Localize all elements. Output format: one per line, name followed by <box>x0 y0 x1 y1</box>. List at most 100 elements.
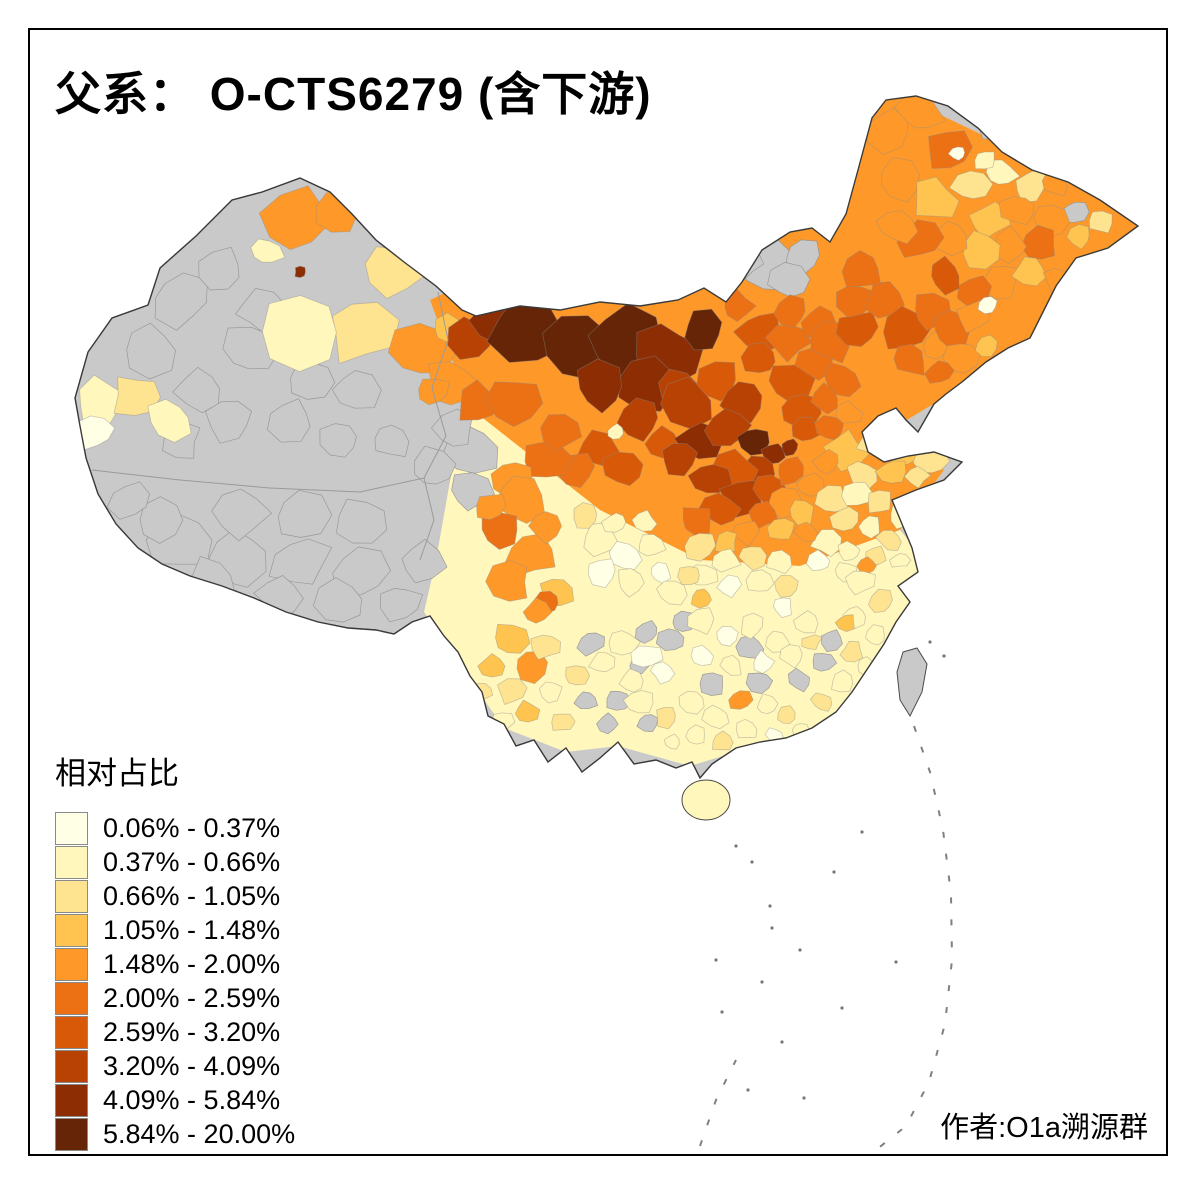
map-region <box>736 428 770 456</box>
map-region <box>858 515 880 539</box>
legend-label: 5.84% - 20.00% <box>103 1118 296 1149</box>
map-region <box>484 381 544 428</box>
island-specks <box>714 640 946 1100</box>
map-region <box>903 465 932 489</box>
map-region <box>839 640 864 663</box>
map-region <box>788 667 810 693</box>
legend-label: 0.66% - 1.05% <box>103 880 281 911</box>
province-border <box>91 469 425 493</box>
legend-rows: 0.06% - 0.37% 0.37% - 0.66% 0.66% - 1.05% 1… <box>55 811 295 1151</box>
map-region <box>106 481 150 520</box>
map-region <box>867 489 891 514</box>
map-region <box>868 588 893 613</box>
map-region <box>841 250 882 288</box>
map-region <box>712 730 734 751</box>
legend-label: 0.37% - 0.66% <box>103 846 281 877</box>
map-region <box>811 448 839 475</box>
map-region <box>881 156 920 203</box>
map-region <box>931 255 960 296</box>
south-china-sea-boundary <box>699 725 954 1151</box>
map-region <box>418 378 451 406</box>
map-region <box>977 296 998 315</box>
map-region <box>701 704 730 730</box>
map-region <box>608 630 641 656</box>
map-region <box>792 610 819 634</box>
map-region <box>684 532 717 562</box>
map-region <box>656 580 688 606</box>
map-region <box>451 472 495 512</box>
map-region <box>616 397 659 443</box>
map-region <box>716 626 739 647</box>
legend-label: 1.48% - 2.00% <box>103 948 281 979</box>
legend-title: 相对占比 <box>55 756 179 791</box>
legend-label: 3.20% - 4.09% <box>103 1050 281 1081</box>
map-region <box>792 521 819 543</box>
map-region <box>477 653 506 678</box>
map-region <box>835 400 864 424</box>
legend-swatch <box>55 1015 88 1049</box>
map-region <box>745 672 774 694</box>
map-region <box>607 422 624 440</box>
legend-swatch <box>55 947 88 981</box>
map-region <box>551 713 576 731</box>
map-region <box>810 692 833 712</box>
map-region <box>794 346 833 381</box>
map-region <box>865 624 885 646</box>
map-region <box>261 295 337 373</box>
map-region <box>655 628 685 651</box>
map-region <box>294 265 306 279</box>
legend-label: 1.05% - 1.48% <box>103 914 281 945</box>
map-region <box>765 630 792 653</box>
legend-row: 0.06% - 0.37% <box>55 811 295 845</box>
map-region <box>736 718 758 739</box>
map-region <box>731 521 760 548</box>
map-region <box>829 506 859 532</box>
map-region <box>540 413 583 453</box>
map-title: 父系： O-CTS6279 (含下游) <box>55 68 652 120</box>
map-region <box>844 570 876 596</box>
map-region <box>1017 135 1044 162</box>
map-region <box>630 645 664 668</box>
map-region <box>774 575 799 598</box>
map-region <box>837 540 861 562</box>
map-region <box>154 272 208 331</box>
legend-row: 2.59% - 3.20% <box>55 1015 295 1049</box>
map-region <box>753 649 776 674</box>
map-region <box>834 614 855 632</box>
map-region <box>660 376 712 430</box>
map-region <box>820 629 843 652</box>
map-region <box>748 500 779 530</box>
map-region <box>687 607 715 635</box>
map-region <box>530 634 561 660</box>
map-region <box>947 146 966 161</box>
map-region <box>576 358 622 414</box>
map-region <box>806 549 831 572</box>
legend-swatch <box>55 1117 88 1151</box>
legend-label: 0.06% - 0.37% <box>103 812 281 843</box>
map-region <box>618 568 645 598</box>
map-region <box>380 588 423 623</box>
map-region <box>649 661 676 685</box>
map-region <box>738 546 768 571</box>
map-region <box>319 423 357 458</box>
province-border <box>419 291 449 561</box>
map-region <box>779 644 803 669</box>
map-region <box>576 632 605 657</box>
map-region <box>974 151 995 170</box>
map-region <box>588 652 616 673</box>
map-region <box>524 441 574 478</box>
map-region <box>139 496 184 544</box>
map-region <box>998 196 1035 226</box>
map-region <box>622 690 654 714</box>
map-region <box>485 560 528 602</box>
map-region <box>875 530 902 551</box>
map-region <box>924 360 955 384</box>
map-region <box>661 443 698 477</box>
legend-row: 1.05% - 1.48% <box>55 913 295 947</box>
map-region <box>250 238 286 263</box>
map-region <box>915 176 960 218</box>
map-region <box>745 569 775 592</box>
legend-swatch <box>55 1049 88 1083</box>
map-region <box>514 699 541 723</box>
